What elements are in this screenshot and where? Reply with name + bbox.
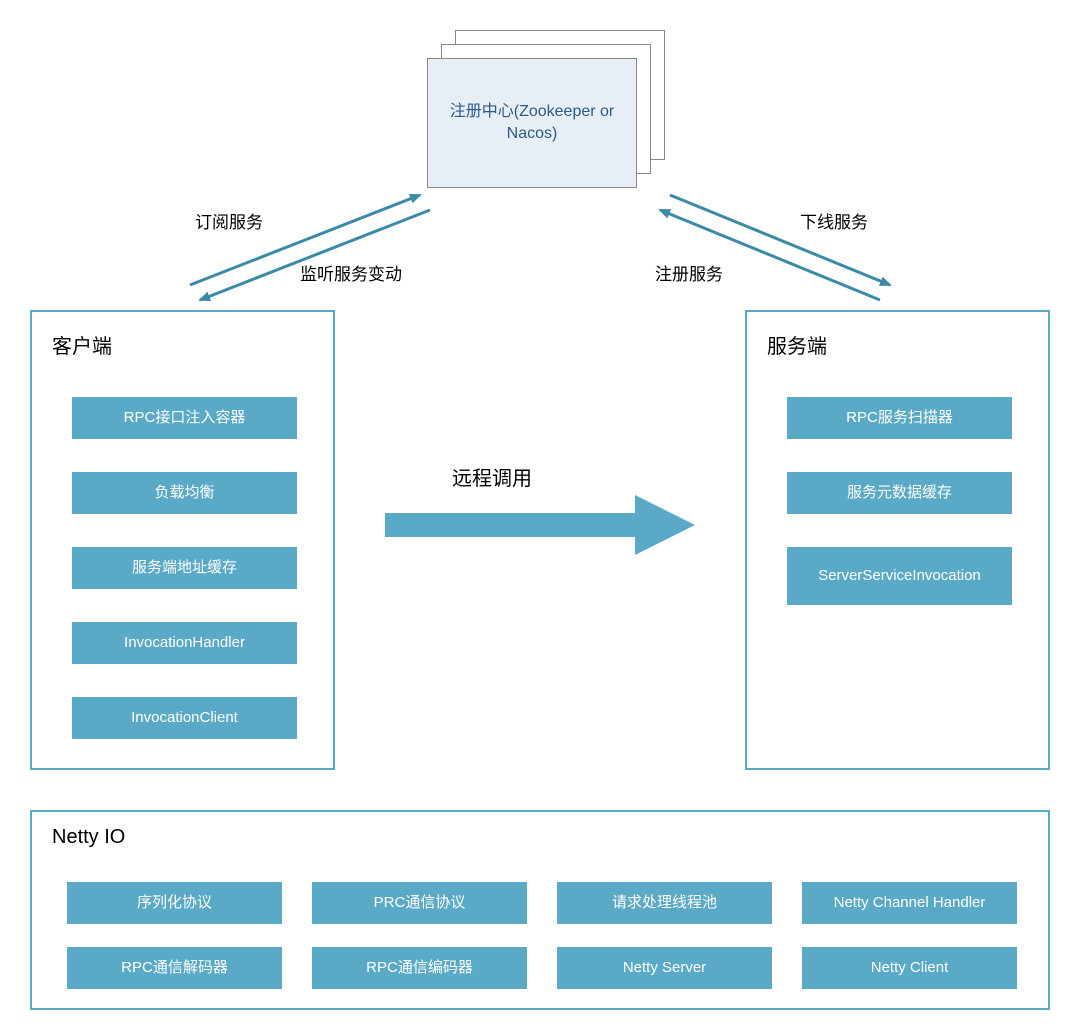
registry-label: 注册中心(Zookeeper or Nacos)	[436, 101, 628, 146]
netty-r1-3: Netty Channel Handler	[802, 882, 1017, 924]
client-item-4: InvocationClient	[72, 697, 297, 739]
registry-card-front: 注册中心(Zookeeper or Nacos)	[427, 58, 637, 188]
client-item-2: 服务端地址缓存	[72, 547, 297, 589]
remote-call-label: 远程调用	[452, 462, 532, 491]
netty-r2-0: RPC通信解码器	[67, 947, 282, 989]
netty-r2-2: Netty Server	[557, 947, 772, 989]
netty-r2-1: RPC通信编码器	[312, 947, 527, 989]
server-item-0: RPC服务扫描器	[787, 397, 1012, 439]
client-title: 客户端	[52, 330, 112, 359]
server-item-2: ServerServiceInvocation	[787, 547, 1012, 605]
edge-label-listen: 监听服务变动	[300, 260, 402, 285]
netty-r1-1: PRC通信协议	[312, 882, 527, 924]
edge-label-offline: 下线服务	[800, 208, 868, 233]
server-item-1: 服务元数据缓存	[787, 472, 1012, 514]
netty-title: Netty IO	[52, 826, 125, 849]
edge-label-register: 注册服务	[655, 260, 723, 285]
client-container: 客户端 RPC接口注入容器 负载均衡 服务端地址缓存 InvocationHan…	[30, 310, 335, 770]
client-item-0: RPC接口注入容器	[72, 397, 297, 439]
netty-r1-0: 序列化协议	[67, 882, 282, 924]
client-item-1: 负载均衡	[72, 472, 297, 514]
netty-r2-3: Netty Client	[802, 947, 1017, 989]
netty-container: Netty IO 序列化协议 PRC通信协议 请求处理线程池 Netty Cha…	[30, 810, 1050, 1010]
edge-label-subscribe: 订阅服务	[195, 208, 263, 233]
server-title: 服务端	[767, 330, 827, 359]
client-item-3: InvocationHandler	[72, 622, 297, 664]
netty-r1-2: 请求处理线程池	[557, 882, 772, 924]
remote-call-arrow	[385, 495, 695, 555]
server-container: 服务端 RPC服务扫描器 服务元数据缓存 ServerServiceInvoca…	[745, 310, 1050, 770]
